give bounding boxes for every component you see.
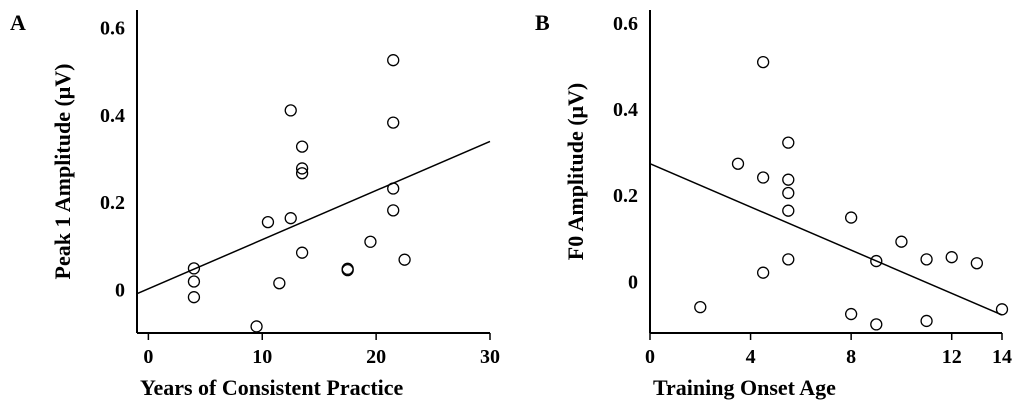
data-point [756,266,770,279]
panel-b: B 0 4 8 12 14 0 0.2 0.4 0.6 Training Onset Age F0 A… [535,10,1012,400]
y-tick-label: 0.4 [100,105,125,127]
data-point [782,253,795,266]
x-tick-label: 14 [992,346,1012,368]
y-tick-label: 0.6 [613,13,638,35]
x-tick-label: 4 [746,346,756,368]
trend-line [649,163,1003,316]
x-tick-label: 0 [645,346,655,368]
data-point [284,104,297,117]
data-point [920,253,933,266]
x-axis-title: Training Onset Age [653,375,836,400]
data-point [295,162,309,175]
data-point [387,204,400,217]
data-point [387,182,400,195]
y-tick-label: 0.2 [613,185,638,207]
trend-line [136,140,491,295]
x-tick-label: 0 [143,346,153,368]
data-point [920,314,933,328]
data-point [756,171,770,184]
data-point [187,275,201,288]
panel-a: A 0 10 20 30 0 0.2 0.4 0.6 Years of Consistent Pr… [10,10,500,400]
data-point [844,211,858,224]
panel-label: B [535,10,550,35]
data-point [284,212,297,225]
data-point [187,262,201,275]
data-point [387,116,400,129]
data-point [782,186,795,200]
x-tick-label: 10 [252,346,272,368]
y-tick-label: 0 [628,271,638,293]
data-point [273,277,286,290]
data-point [995,303,1009,316]
data-point [341,263,354,277]
data-point [844,307,858,321]
x-tick-label: 20 [366,346,386,368]
data-point [295,140,309,153]
data-point [364,235,377,248]
data-point [782,204,795,217]
y-tick-label: 0.6 [100,17,125,39]
data-point [870,318,883,331]
data-point [261,215,275,229]
data-point [970,257,984,270]
data-point [295,167,309,180]
data-point [782,173,795,186]
x-tick-label: 12 [942,346,962,368]
x-tick-label: 30 [480,346,500,368]
x-tick-label: 8 [846,346,856,368]
y-axis-title: Peak 1 Amplitude (μV) [50,64,75,280]
data-point [295,246,309,259]
data-point [694,301,707,314]
data-point [895,235,908,248]
data-point [945,251,958,264]
data-point [870,254,883,268]
data-point [756,55,770,69]
data-point [187,291,201,304]
y-tick-label: 0.2 [100,192,125,214]
data-point [731,157,745,170]
panel-label: A [10,10,26,35]
y-tick-label: 0.4 [613,99,638,121]
y-axis-title: F0 Amplitude (μV) [563,83,588,260]
y-tick-label: 0 [115,279,125,301]
data-point [250,320,263,333]
x-axis-title: Years of Consistent Practice [140,375,404,400]
data-point [782,136,795,149]
data-point [387,54,400,67]
data-point [398,253,411,266]
